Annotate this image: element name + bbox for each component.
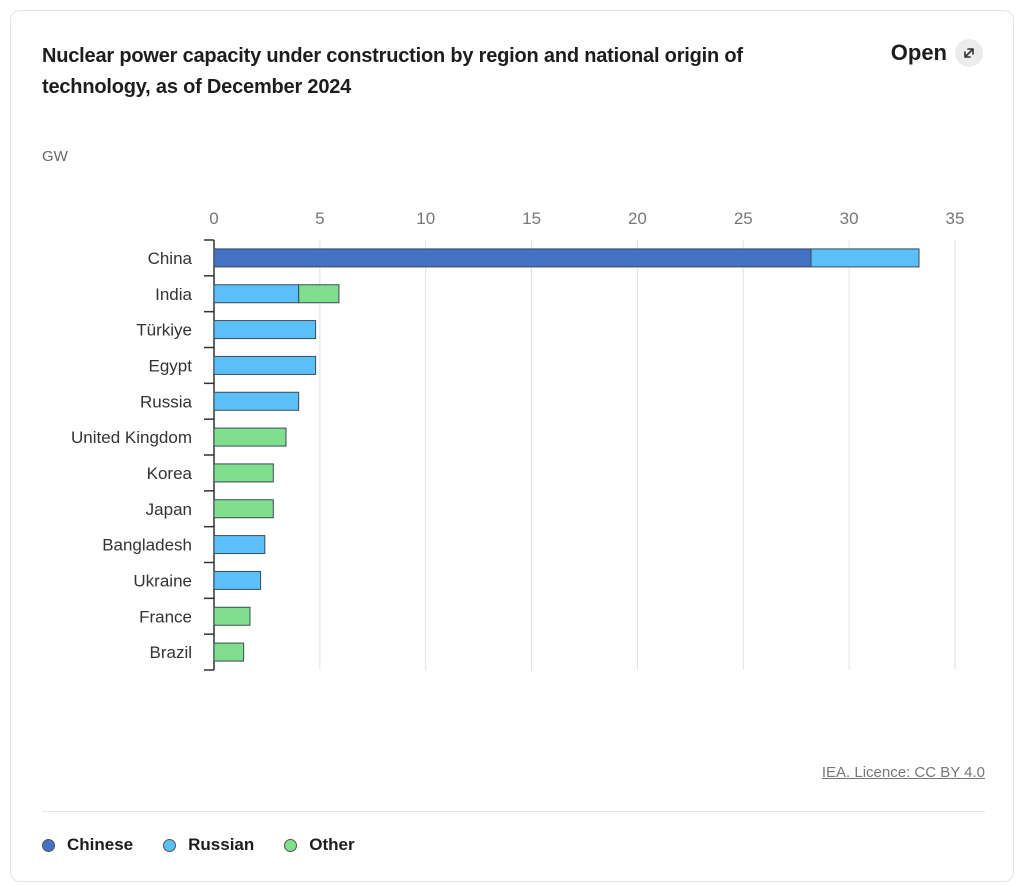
open-label: Open xyxy=(890,40,947,65)
chart-card: Nuclear power capacity under constructio… xyxy=(10,10,1014,882)
legend-label-chinese: Chinese xyxy=(67,835,134,854)
bar-other-1[interactable] xyxy=(298,284,340,304)
category-label: Japan xyxy=(146,500,192,519)
bar-other-6[interactable] xyxy=(213,463,274,483)
category-label: China xyxy=(148,249,193,268)
category-label: Russia xyxy=(140,392,193,411)
bar-russian-4[interactable] xyxy=(213,391,300,411)
category-label: India xyxy=(155,285,192,304)
bar-other-5[interactable] xyxy=(213,427,287,447)
x-tick-label-25: 25 xyxy=(734,209,753,228)
legend-dot-chinese xyxy=(42,838,55,852)
bar-other-10[interactable] xyxy=(213,606,251,626)
bar-chinese-0[interactable] xyxy=(213,248,812,268)
x-tick-label-5: 5 xyxy=(315,209,324,228)
legend-item-russian[interactable]: Russian xyxy=(163,835,254,855)
category-label: United Kingdom xyxy=(71,428,192,447)
legend-item-chinese[interactable]: Chinese xyxy=(42,835,133,855)
legend: Chinese Russian Other xyxy=(42,835,355,855)
x-tick-label-10: 10 xyxy=(416,209,435,228)
category-label: Bangladesh xyxy=(102,536,192,555)
legend-label-russian: Russian xyxy=(188,835,255,854)
bar-russian-9[interactable] xyxy=(213,570,262,590)
bar-other-7[interactable] xyxy=(213,499,274,519)
category-label: Egypt xyxy=(149,356,193,375)
category-label: Brazil xyxy=(149,643,192,662)
x-tick-label-30: 30 xyxy=(840,209,859,228)
bar-russian-1[interactable] xyxy=(213,284,300,304)
x-tick-label-0: 0 xyxy=(209,209,218,228)
unit-label: GW xyxy=(42,148,68,165)
bar-other-11[interactable] xyxy=(213,642,245,662)
category-label: Ukraine xyxy=(133,571,192,590)
chart-title: Nuclear power capacity under constructio… xyxy=(42,45,743,98)
legend-dot-other xyxy=(284,838,298,852)
expand-arrow-icon xyxy=(955,39,983,67)
category-label: France xyxy=(139,607,192,626)
category-label: Türkiye xyxy=(136,321,192,340)
bar-russian-0[interactable] xyxy=(810,248,920,268)
bar-russian-2[interactable] xyxy=(213,320,317,340)
open-button[interactable]: Open xyxy=(891,39,983,67)
x-tick-label-20: 20 xyxy=(628,209,647,228)
legend-item-other[interactable]: Other xyxy=(284,835,355,855)
category-label: Korea xyxy=(147,464,193,483)
legend-label-other: Other xyxy=(309,835,355,854)
legend-dot-russian xyxy=(163,838,177,852)
x-tick-label-35: 35 xyxy=(946,209,965,228)
x-tick-label-15: 15 xyxy=(522,209,541,228)
source-link[interactable]: IEA. Licence: CC BY 4.0 xyxy=(821,764,985,781)
bar-russian-8[interactable] xyxy=(213,535,266,555)
bar-russian-3[interactable] xyxy=(213,355,317,375)
divider xyxy=(42,811,985,812)
